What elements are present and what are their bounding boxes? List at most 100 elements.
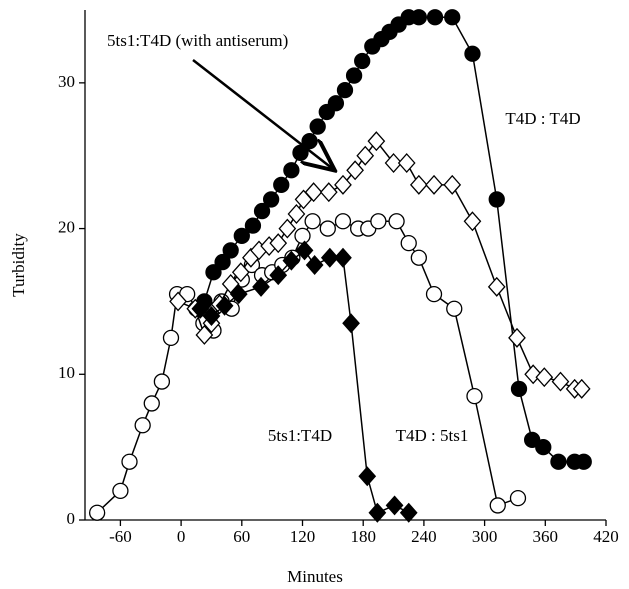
point xyxy=(292,144,309,161)
x-tick-label: 300 xyxy=(472,527,498,546)
point xyxy=(244,217,262,234)
point xyxy=(524,364,543,385)
point xyxy=(550,453,567,470)
point xyxy=(368,502,387,523)
point xyxy=(397,153,416,173)
point xyxy=(463,211,482,232)
point xyxy=(112,482,129,500)
point xyxy=(385,495,404,516)
point xyxy=(575,453,592,470)
point xyxy=(346,160,364,181)
point xyxy=(410,9,427,26)
series-label: T4D : T4D xyxy=(505,109,580,128)
point xyxy=(153,373,171,390)
point xyxy=(508,327,526,348)
point xyxy=(295,240,314,261)
y-tick-label: 10 xyxy=(58,363,75,382)
point xyxy=(283,162,300,179)
point xyxy=(334,247,352,268)
point xyxy=(269,265,288,286)
point xyxy=(446,300,463,317)
point xyxy=(358,466,377,487)
point xyxy=(214,253,231,271)
x-tick-label: 420 xyxy=(593,527,619,546)
point xyxy=(169,291,187,312)
point xyxy=(231,262,250,283)
point xyxy=(489,497,506,514)
y-axis-title: Turbidity xyxy=(9,233,28,297)
y-tick-label: 30 xyxy=(58,72,75,91)
point xyxy=(336,81,354,99)
point xyxy=(253,202,271,220)
x-axis-title: Minutes xyxy=(287,567,343,586)
point xyxy=(443,174,462,195)
point xyxy=(535,438,552,456)
point xyxy=(294,227,311,245)
point xyxy=(410,249,427,266)
point xyxy=(287,204,306,224)
point xyxy=(356,145,375,166)
point xyxy=(327,95,345,112)
x-tick-label: 360 xyxy=(533,527,559,546)
point xyxy=(370,213,387,230)
point xyxy=(510,380,528,398)
point xyxy=(273,176,290,194)
point xyxy=(425,174,443,195)
point xyxy=(388,213,405,230)
point xyxy=(551,371,570,392)
point xyxy=(191,298,210,319)
point xyxy=(334,174,352,195)
point xyxy=(444,9,461,26)
point xyxy=(399,502,418,523)
point xyxy=(425,285,443,303)
point xyxy=(262,191,280,208)
point xyxy=(121,453,138,470)
point xyxy=(233,227,250,245)
point xyxy=(345,67,363,84)
point xyxy=(409,174,428,195)
point xyxy=(202,306,221,326)
point xyxy=(215,295,234,316)
point xyxy=(464,45,481,62)
point xyxy=(162,329,180,347)
point xyxy=(384,153,403,173)
series-line xyxy=(203,16,584,463)
point xyxy=(222,242,239,259)
point xyxy=(252,276,270,297)
point xyxy=(143,395,160,412)
point xyxy=(282,250,301,271)
x-tick-label: 120 xyxy=(290,527,316,546)
series-line xyxy=(199,249,410,514)
y-tick-label: 0 xyxy=(67,509,76,528)
point xyxy=(487,276,506,297)
point xyxy=(205,264,222,281)
x-tick-label: 60 xyxy=(233,527,250,546)
point xyxy=(301,132,318,150)
x-tick-label: 240 xyxy=(411,527,437,546)
y-tick-label: 20 xyxy=(58,217,75,236)
point xyxy=(488,191,505,208)
x-tick-label: 0 xyxy=(177,527,186,546)
point xyxy=(400,234,417,252)
point xyxy=(426,9,444,26)
point xyxy=(334,213,352,230)
point xyxy=(221,273,240,294)
point xyxy=(304,182,323,203)
x-tick-label: -60 xyxy=(109,527,132,546)
series-label: 5ts1:T4D xyxy=(268,426,332,445)
point xyxy=(304,213,321,230)
point xyxy=(305,255,324,275)
series-label: 5ts1:T4D (with antiserum) xyxy=(107,31,288,50)
point xyxy=(309,118,326,135)
point xyxy=(269,233,288,254)
point xyxy=(367,131,386,152)
point xyxy=(134,417,151,434)
point xyxy=(88,504,106,521)
point xyxy=(509,489,527,507)
point xyxy=(354,52,371,70)
point xyxy=(342,313,360,334)
x-tick-label: 180 xyxy=(350,527,376,546)
point xyxy=(278,218,297,239)
point xyxy=(195,324,214,345)
